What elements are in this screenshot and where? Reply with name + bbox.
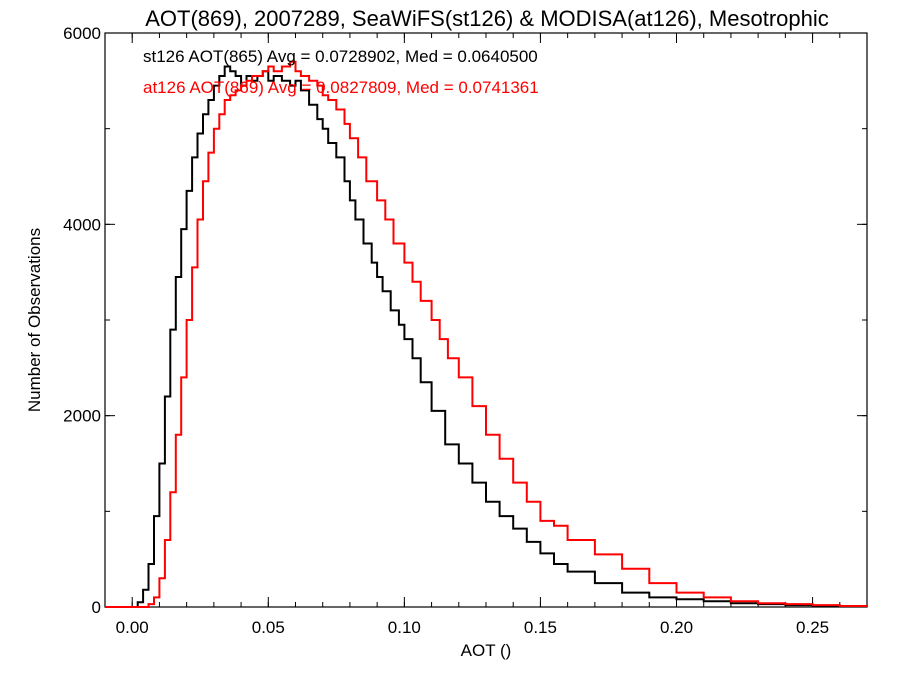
y-tick-label: 0 bbox=[92, 598, 101, 617]
x-tick-label: 0.00 bbox=[116, 618, 149, 637]
series-line-1 bbox=[105, 60, 868, 608]
x-tick-label: 0.20 bbox=[660, 618, 693, 637]
x-tick-label: 0.10 bbox=[388, 618, 421, 637]
series-group bbox=[105, 60, 868, 608]
x-tick-label: 0.15 bbox=[524, 618, 557, 637]
x-tick-label: 0.05 bbox=[252, 618, 285, 637]
y-tick-label: 4000 bbox=[63, 215, 101, 234]
annotation-st126: st126 AOT(865) Avg = 0.0728902, Med = 0.… bbox=[143, 47, 538, 66]
annotation-at126: at126 AOT(869) Avg = 0.0827809, Med = 0.… bbox=[143, 78, 539, 97]
y-axis-label: Number of Observations bbox=[25, 228, 44, 412]
series-line-0 bbox=[105, 65, 868, 608]
x-axis-label: AOT () bbox=[461, 641, 512, 660]
y-tick-label: 6000 bbox=[63, 24, 101, 43]
y-axis: 0 2000 4000 6000 bbox=[63, 24, 867, 617]
x-axis: 0.00 0.05 0.10 0.15 0.20 0.25 bbox=[104, 33, 868, 637]
y-tick-label: 2000 bbox=[63, 407, 101, 426]
x-tick-label: 0.25 bbox=[796, 618, 829, 637]
chart-title: AOT(869), 2007289, SeaWiFS(st126) & MODI… bbox=[145, 6, 829, 31]
